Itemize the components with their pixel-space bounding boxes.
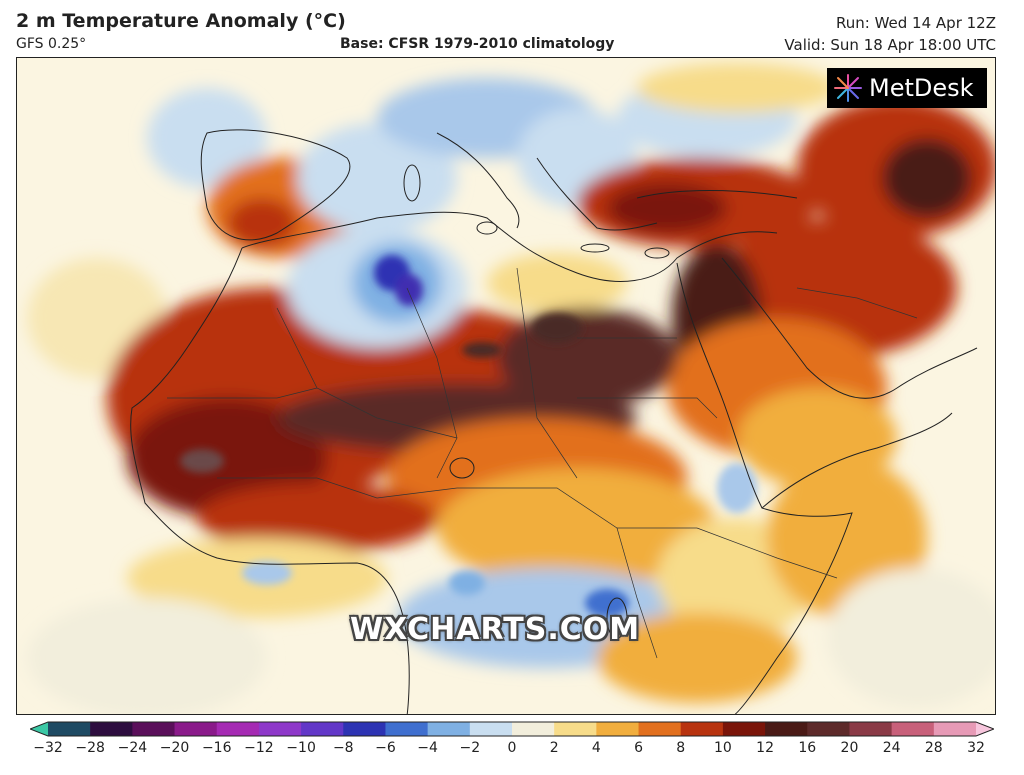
legend-tick-label: 12 — [756, 740, 774, 756]
legend-tick-label: −24 — [117, 740, 148, 756]
lake-victoria — [606, 597, 628, 639]
legend-tick-label: −2 — [459, 740, 481, 756]
legend-color-segment — [765, 722, 808, 736]
legend-tick-label: −8 — [332, 740, 354, 756]
corsica-sardinia — [403, 164, 421, 202]
valid-time-label: Valid: Sun 18 Apr 18:00 UTC — [784, 36, 996, 54]
legend-color-segment — [554, 722, 597, 736]
sicily — [476, 221, 498, 235]
islands — [403, 164, 670, 639]
chart-title: 2 m Temperature Anomaly (°C) — [16, 10, 346, 32]
legend-color-segment — [90, 722, 133, 736]
legend-tick-label: −10 — [286, 740, 316, 756]
arabia-coast — [721, 257, 978, 399]
model-label: GFS 0.25° — [16, 36, 87, 52]
legend-color-segment — [596, 722, 640, 736]
legend-color-segment — [891, 722, 935, 736]
legend-tick-label: −32 — [33, 740, 63, 756]
legend-color-segment — [174, 722, 218, 736]
borders — [167, 267, 918, 659]
border-f — [167, 387, 318, 399]
legend-tick-label: −4 — [417, 740, 438, 756]
border-b — [276, 307, 458, 439]
anomaly-detail — [180, 255, 757, 617]
legend-tick-label: −20 — [159, 740, 190, 756]
legend-over-arrow — [976, 722, 994, 736]
border-g — [217, 477, 458, 499]
legend-tick-label: 16 — [798, 740, 817, 756]
legend-color-segment — [722, 722, 766, 736]
base-climatology-label: Base: CFSR 1979-2010 climatology — [340, 36, 615, 52]
map-canvas — [17, 58, 995, 714]
legend-tick-label: 10 — [713, 740, 732, 756]
legend-color-segment — [807, 722, 850, 736]
legend-color-segment — [638, 722, 682, 736]
coastlines — [130, 129, 978, 714]
border-e — [577, 397, 718, 419]
lake-chad — [449, 457, 475, 479]
border-h — [457, 487, 697, 529]
legend-color-segment — [933, 722, 977, 736]
legend-tick-label: 24 — [882, 740, 901, 756]
wxcharts-watermark: WXCHARTS.COM — [350, 612, 641, 647]
legend-under-arrow — [30, 722, 48, 736]
border-i — [616, 527, 658, 659]
border-k — [796, 287, 918, 319]
cyprus — [644, 247, 670, 259]
legend-tick-label: 32 — [967, 740, 985, 756]
legend-tick-label: 2 — [549, 740, 559, 756]
turkey-coast — [636, 190, 798, 199]
gulf-of-aden-coast — [761, 412, 953, 509]
legend-color-segment — [258, 722, 302, 736]
border-a — [406, 287, 458, 479]
west-africa-coast — [130, 247, 410, 714]
metdesk-logo: MetDesk — [827, 68, 987, 108]
legend-ticks: −32 −28 −24 −20 −16 −12 −10 −8 −6 −4 −2 0 2 4 6 8 10 12 16… — [0, 740, 1024, 764]
legend-tick-label: 20 — [840, 740, 859, 756]
legend-color-segment — [216, 722, 260, 736]
balkans-coast — [536, 157, 658, 231]
legend-tick-label: −12 — [244, 740, 274, 756]
metdesk-logo-text: MetDesk — [869, 74, 974, 102]
legend-tick-label: 6 — [634, 740, 643, 756]
legend-tick-label: 4 — [591, 740, 601, 756]
legend-color-segment — [469, 722, 513, 736]
run-time-label: Run: Wed 14 Apr 12Z — [836, 14, 996, 32]
legend-color-segment — [132, 722, 176, 736]
color-legend-bar — [30, 721, 994, 737]
legend-tick-label: 8 — [676, 740, 686, 756]
temperature-anomaly-map[interactable]: MetDesk — [16, 57, 996, 715]
italy-coast — [436, 132, 520, 229]
border-j — [696, 527, 838, 579]
crete — [580, 243, 610, 253]
legend-color-segment — [680, 722, 724, 736]
border-c — [516, 267, 578, 479]
legend-color-segment — [301, 722, 344, 736]
metdesk-starburst-icon — [834, 74, 862, 102]
anomaly-field — [27, 63, 995, 714]
legend-tick-label: 28 — [924, 740, 943, 756]
legend-color-segment — [427, 722, 471, 736]
iberia-coast — [200, 129, 351, 241]
legend-color-segment — [343, 722, 386, 736]
legend-color-segment — [48, 722, 91, 736]
legend-color-segment — [849, 722, 893, 736]
legend-color-segment — [512, 722, 555, 736]
legend-tick-label: −16 — [201, 740, 232, 756]
legend-color-segment — [385, 722, 429, 736]
legend-tick-label: −28 — [75, 740, 105, 756]
east-africa-coast — [676, 262, 853, 714]
north-africa-coast — [241, 211, 778, 282]
legend-tick-label: −6 — [375, 740, 396, 756]
legend-tick-label: 0 — [507, 740, 517, 756]
